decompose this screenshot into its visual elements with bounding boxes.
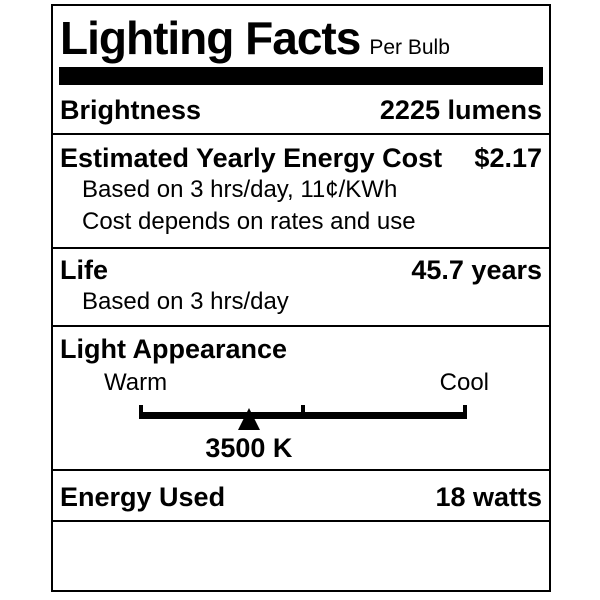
- kelvin-value: 3500 K: [205, 433, 293, 463]
- light-appearance-section: Light Appearance Warm Cool 3500 K: [53, 327, 549, 471]
- light-appearance-heading-row: Light Appearance: [53, 334, 549, 365]
- scale-track: 3500 K: [139, 401, 467, 465]
- life-value: 45.7 years: [411, 255, 542, 285]
- label-header: Lighting Facts Per Bulb: [53, 6, 549, 61]
- brightness-row: Brightness 2225 lumens: [53, 95, 549, 126]
- lighting-facts-label: Lighting Facts Per Bulb Brightness 2225 …: [51, 4, 551, 592]
- warm-cool-row: Warm Cool: [53, 365, 549, 398]
- brightness-section: Brightness 2225 lumens: [53, 85, 549, 135]
- kelvin-pointer-triangle-icon: [237, 408, 260, 430]
- label-subtitle: Per Bulb: [369, 36, 450, 59]
- energy-used-section: Energy Used 18 watts: [53, 471, 549, 522]
- life-row: Life 45.7 years: [53, 255, 549, 286]
- brightness-label: Brightness: [60, 95, 202, 125]
- energy-used-row: Energy Used 18 watts: [53, 482, 549, 513]
- bottom-blank-area: [53, 522, 549, 600]
- life-note-basis: Based on 3 hrs/day: [82, 288, 289, 315]
- scale-tick-cool-end: [463, 405, 467, 419]
- header-separator-bar: [59, 67, 543, 85]
- life-label: Life: [60, 255, 109, 285]
- energy-cost-row: Estimated Yearly Energy Cost $2.17: [53, 143, 549, 174]
- energy-cost-label: Estimated Yearly Energy Cost: [60, 143, 443, 173]
- energy-cost-note-disclaimer: Cost depends on rates and use: [82, 208, 416, 235]
- cool-label: Cool: [439, 369, 489, 396]
- label-title: Lighting Facts: [60, 12, 361, 64]
- color-temperature-scale: 3500 K: [53, 401, 549, 465]
- scale-tick-middle: [301, 405, 305, 419]
- scale-tick-warm-end: [139, 405, 143, 419]
- warm-label: Warm: [104, 369, 168, 396]
- brightness-value: 2225 lumens: [379, 95, 542, 125]
- light-appearance-label: Light Appearance: [60, 334, 288, 364]
- energy-used-value: 18 watts: [435, 482, 542, 512]
- energy-used-label: Energy Used: [60, 482, 226, 512]
- life-section: Life 45.7 years Based on 3 hrs/day: [53, 249, 549, 327]
- energy-cost-value: $2.17: [474, 143, 542, 173]
- energy-cost-note-basis: Based on 3 hrs/day, 11¢/KWh: [82, 176, 398, 203]
- energy-cost-section: Estimated Yearly Energy Cost $2.17 Based…: [53, 135, 549, 249]
